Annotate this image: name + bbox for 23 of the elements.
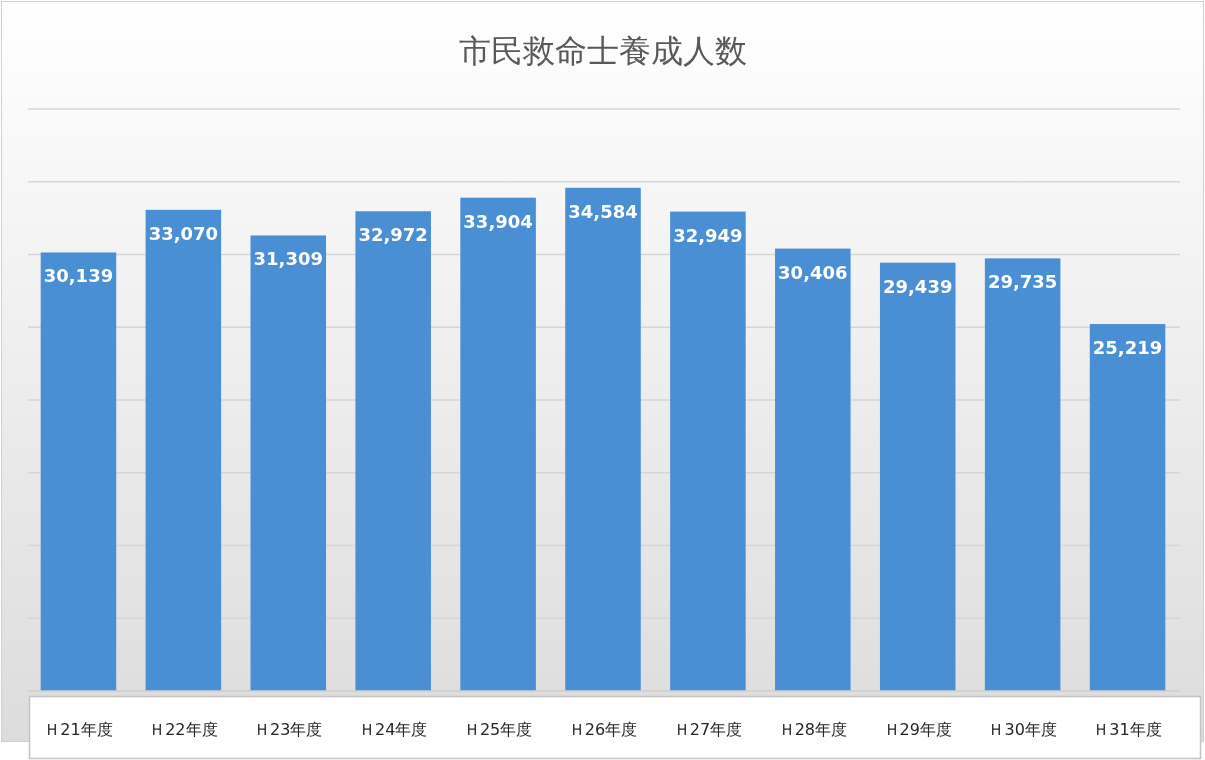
x-tick-label: Ｈ25年度 (463, 720, 533, 739)
x-tick-label: Ｈ21年度 (44, 720, 113, 739)
x-tick-label: Ｈ27年度 (673, 720, 743, 739)
data-label: 32,949 (673, 224, 743, 246)
x-tick-label: Ｈ22年度 (149, 720, 218, 739)
data-label: 30,139 (43, 265, 114, 287)
data-label: 25,219 (1092, 337, 1163, 359)
x-tick-label: Ｈ24年度 (359, 720, 428, 739)
data-label: 33,904 (463, 210, 533, 232)
x-tick-label: Ｈ31年度 (1093, 720, 1162, 739)
x-tick-label: Ｈ26年度 (568, 720, 638, 739)
chart-title: 市民救命士養成人数 (458, 32, 747, 70)
data-label: 30,406 (778, 261, 848, 283)
data-label: 29,439 (882, 275, 953, 297)
data-label: 32,972 (358, 224, 428, 246)
data-label: 33,070 (148, 222, 219, 244)
x-tick-label: Ｈ30年度 (988, 720, 1057, 739)
data-label: 29,735 (987, 271, 1058, 293)
x-tick-label: Ｈ29年度 (883, 720, 952, 739)
data-label: 34,584 (568, 200, 638, 222)
x-tick-label: Ｈ28年度 (778, 720, 847, 739)
data-label: 31,309 (253, 248, 324, 270)
x-tick-label: Ｈ23年度 (254, 720, 323, 739)
